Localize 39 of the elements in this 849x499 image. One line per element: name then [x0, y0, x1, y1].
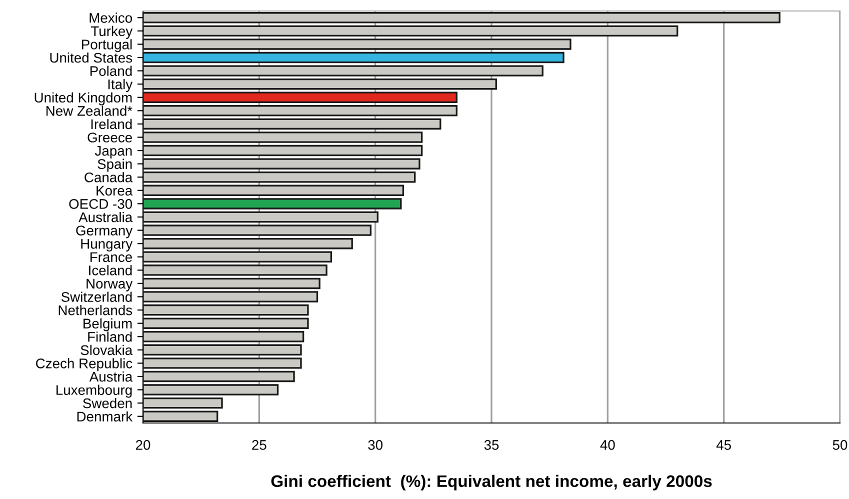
y-tick-label: Korea: [96, 186, 133, 196]
x-tick-label: 30: [368, 440, 383, 450]
y-tick-label: Japan: [94, 146, 132, 158]
y-tick-label: United Kingdom: [34, 92, 132, 106]
y-tick-label: Italy: [108, 79, 133, 92]
y-tick-label: Finland: [88, 332, 132, 342]
y-tick-label: Hungary: [81, 239, 133, 252]
y-tick-label: Sweden: [83, 398, 132, 408]
y-tick-label: Iceland: [89, 265, 132, 276]
y-tick-label: Netherlands: [58, 305, 132, 316]
x-tick-label: 45: [716, 440, 731, 450]
y-tick-label: United States: [50, 52, 132, 63]
x-tick-label: 50: [832, 440, 848, 450]
y-tick-label: Australia: [78, 212, 133, 222]
y-tick-label: Belgium: [84, 318, 132, 332]
y-tick-label: Spain: [98, 158, 132, 172]
y-tick-label: Switzerland: [61, 292, 132, 302]
y-tick-label: Ireland: [91, 118, 132, 130]
y-tick-label: Norway: [86, 278, 133, 292]
y-tick-label: OECD -30: [69, 199, 132, 209]
y-tick-label: Greece: [88, 132, 132, 142]
y-tick-label: Mexico: [90, 12, 132, 23]
y-tick-label: Slovakia: [80, 344, 133, 356]
y-tick-label: Czech Republic: [36, 358, 132, 372]
y-tick-label: Poland: [90, 66, 132, 76]
y-tick-label: Denmark: [77, 411, 133, 422]
x-tick-label: 40: [600, 440, 615, 450]
y-tick-label: Austria: [89, 371, 133, 382]
y-tick-label: Germany: [76, 226, 133, 238]
y-tick-label: New Zealand*: [46, 106, 132, 116]
x-axis-title: Gini coefficient (%): Equivalent net income, early 2000s: [271, 474, 712, 490]
y-tick-label: France: [90, 252, 132, 262]
y-tick-label: Luxembourg: [56, 384, 132, 398]
y-tick-label: Turkey: [90, 26, 133, 39]
x-tick-label: 25: [252, 440, 266, 450]
x-tick-label: 20: [136, 440, 150, 450]
y-tick-label: Canada: [84, 172, 133, 182]
y-tick-label: Portugal: [82, 39, 132, 52]
x-tick-label: 35: [484, 440, 499, 450]
